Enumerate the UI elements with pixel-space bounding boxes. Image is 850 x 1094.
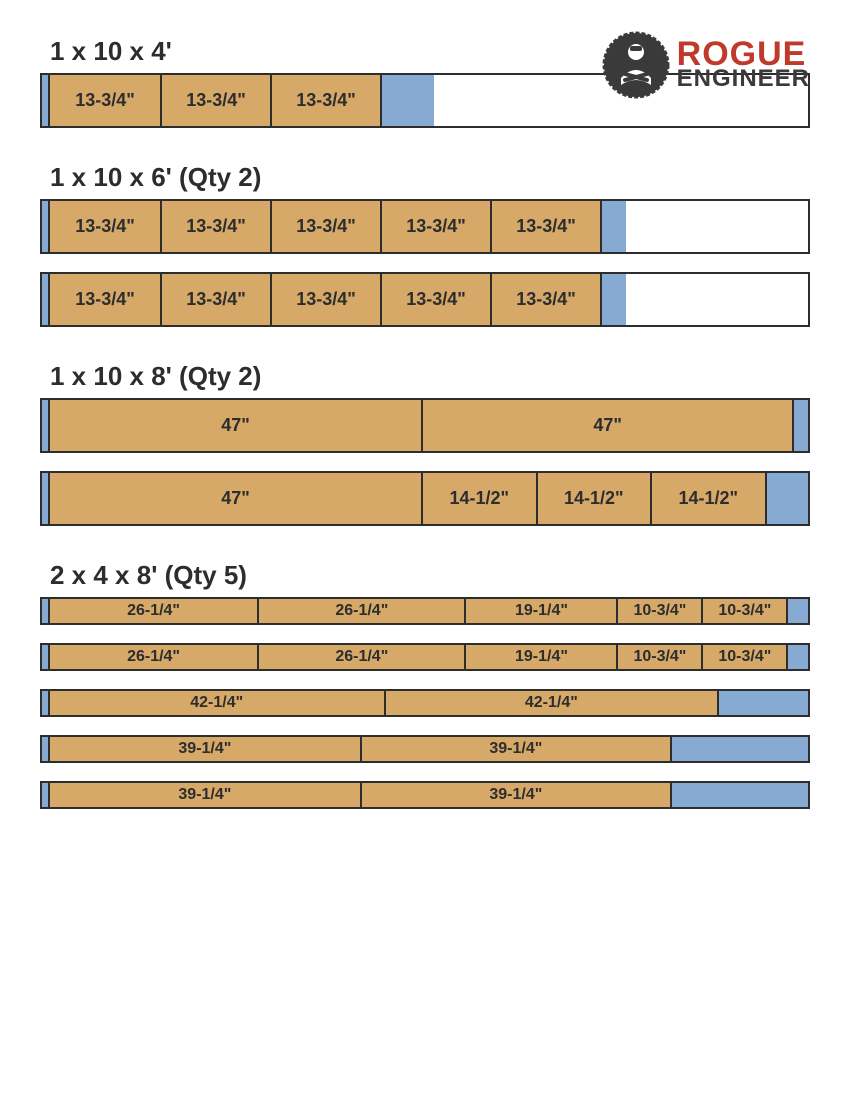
cut-segment: 13-3/4" — [160, 274, 270, 325]
board-end-cap — [42, 691, 50, 715]
cut-segment: 39-1/4" — [360, 783, 670, 807]
board-end-cap — [42, 75, 50, 126]
logo-engineer: ENGINEER — [677, 69, 810, 89]
group-spacer — [40, 544, 810, 554]
cut-segment: 26-1/4" — [257, 645, 464, 669]
waste-segment — [380, 75, 434, 126]
group-spacer — [40, 146, 810, 156]
logo-badge-icon — [601, 30, 671, 100]
board-row: 26-1/4"26-1/4"19-1/4"10-3/4"10-3/4" — [40, 597, 810, 625]
board-row: 42-1/4"42-1/4" — [40, 689, 810, 717]
cut-segment: 13-3/4" — [270, 274, 380, 325]
waste-segment — [786, 599, 808, 623]
cut-segment: 13-3/4" — [490, 274, 600, 325]
cut-segment: 26-1/4" — [50, 645, 257, 669]
board-group-title: 1 x 10 x 8' (Qty 2) — [50, 361, 810, 392]
cut-segment: 13-3/4" — [490, 201, 600, 252]
waste-segment — [600, 274, 626, 325]
cut-list-diagram: 1 x 10 x 4'13-3/4"13-3/4"13-3/4"1 x 10 x… — [40, 36, 810, 809]
board-end-cap — [42, 473, 50, 524]
board-group-title: 1 x 10 x 6' (Qty 2) — [50, 162, 810, 193]
waste-segment — [792, 400, 808, 451]
cut-segment: 42-1/4" — [50, 691, 384, 715]
cut-segment: 10-3/4" — [701, 599, 786, 623]
cut-segment: 13-3/4" — [50, 75, 160, 126]
cut-segment: 14-1/2" — [650, 473, 765, 524]
cut-segment: 42-1/4" — [384, 691, 718, 715]
board-end-cap — [42, 274, 50, 325]
board-row: 39-1/4"39-1/4" — [40, 781, 810, 809]
board-end-cap — [42, 783, 50, 807]
board-row: 47"14-1/2"14-1/2"14-1/2" — [40, 471, 810, 526]
cut-segment: 13-3/4" — [50, 274, 160, 325]
waste-segment — [786, 645, 808, 669]
cut-segment: 26-1/4" — [257, 599, 464, 623]
cut-segment: 19-1/4" — [464, 599, 616, 623]
cut-segment: 19-1/4" — [464, 645, 616, 669]
cut-segment: 13-3/4" — [160, 75, 270, 126]
logo-text: ROGUE ENGINEER — [677, 40, 810, 89]
cut-segment: 39-1/4" — [360, 737, 670, 761]
board-end-cap — [42, 400, 50, 451]
cut-segment: 10-3/4" — [616, 599, 701, 623]
waste-segment — [600, 201, 626, 252]
board-row: 13-3/4"13-3/4"13-3/4"13-3/4"13-3/4" — [40, 272, 810, 327]
waste-segment — [670, 783, 808, 807]
cut-segment: 47" — [50, 400, 421, 451]
cut-segment: 47" — [421, 400, 792, 451]
cut-segment: 13-3/4" — [270, 201, 380, 252]
cut-segment: 10-3/4" — [701, 645, 786, 669]
cut-segment: 26-1/4" — [50, 599, 257, 623]
waste-segment — [717, 691, 808, 715]
group-spacer — [40, 345, 810, 355]
cut-segment: 13-3/4" — [160, 201, 270, 252]
cut-segment: 39-1/4" — [50, 737, 360, 761]
cut-segment: 47" — [50, 473, 421, 524]
cut-segment: 13-3/4" — [270, 75, 380, 126]
board-end-cap — [42, 201, 50, 252]
board-row: 39-1/4"39-1/4" — [40, 735, 810, 763]
board-row: 26-1/4"26-1/4"19-1/4"10-3/4"10-3/4" — [40, 643, 810, 671]
logo: ROGUE ENGINEER — [601, 30, 810, 100]
cut-segment: 39-1/4" — [50, 783, 360, 807]
board-row: 13-3/4"13-3/4"13-3/4"13-3/4"13-3/4" — [40, 199, 810, 254]
board-end-cap — [42, 737, 50, 761]
board-row: 47"47" — [40, 398, 810, 453]
waste-segment — [670, 737, 808, 761]
cut-segment: 14-1/2" — [536, 473, 651, 524]
board-group-title: 2 x 4 x 8' (Qty 5) — [50, 560, 810, 591]
board-end-cap — [42, 645, 50, 669]
board-end-cap — [42, 599, 50, 623]
cut-segment: 14-1/2" — [421, 473, 536, 524]
cut-segment: 10-3/4" — [616, 645, 701, 669]
waste-segment — [765, 473, 808, 524]
cut-segment: 13-3/4" — [380, 201, 490, 252]
cut-segment: 13-3/4" — [50, 201, 160, 252]
cut-segment: 13-3/4" — [380, 274, 490, 325]
